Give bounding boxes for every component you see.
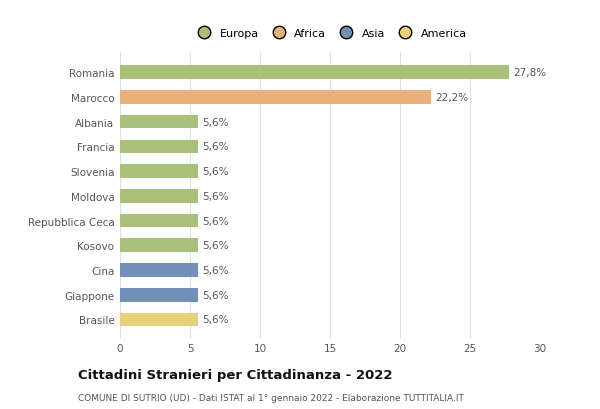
Text: 5,6%: 5,6% — [203, 216, 229, 226]
Text: 5,6%: 5,6% — [203, 315, 229, 325]
Text: 5,6%: 5,6% — [203, 265, 229, 275]
Bar — [120, 214, 199, 228]
Text: 5,6%: 5,6% — [203, 166, 229, 177]
Text: 27,8%: 27,8% — [514, 68, 547, 78]
Text: 5,6%: 5,6% — [203, 142, 229, 152]
Bar — [120, 165, 199, 178]
Text: 5,6%: 5,6% — [203, 191, 229, 201]
Text: COMUNE DI SUTRIO (UD) - Dati ISTAT al 1° gennaio 2022 - Elaborazione TUTTITALIA.: COMUNE DI SUTRIO (UD) - Dati ISTAT al 1°… — [78, 393, 464, 402]
Bar — [120, 91, 431, 104]
Bar — [120, 288, 199, 302]
Bar — [120, 189, 199, 203]
Bar — [120, 239, 199, 252]
Bar — [120, 66, 509, 80]
Bar — [120, 313, 199, 326]
Bar — [120, 140, 199, 154]
Text: 5,6%: 5,6% — [203, 290, 229, 300]
Text: Cittadini Stranieri per Cittadinanza - 2022: Cittadini Stranieri per Cittadinanza - 2… — [78, 369, 392, 381]
Bar — [120, 115, 199, 129]
Legend: Europa, Africa, Asia, America: Europa, Africa, Asia, America — [188, 25, 472, 43]
Text: 5,6%: 5,6% — [203, 117, 229, 127]
Text: 5,6%: 5,6% — [203, 240, 229, 251]
Text: 22,2%: 22,2% — [435, 93, 468, 103]
Bar — [120, 263, 199, 277]
